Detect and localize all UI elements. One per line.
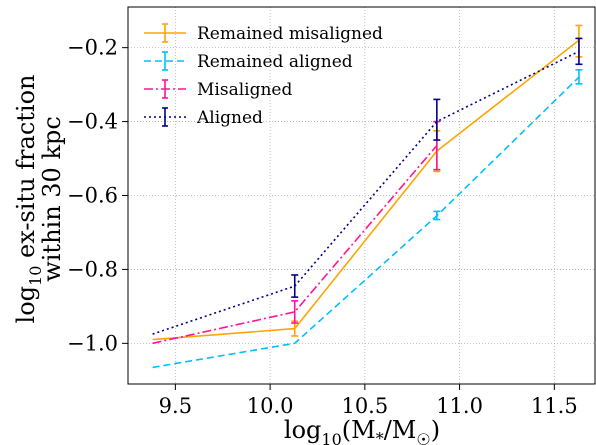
series-4 xyxy=(152,37,583,335)
x-tick-label: 9.5 xyxy=(159,394,192,418)
svg-text:log10 ex-situ fraction: log10 ex-situ fraction xyxy=(12,75,45,324)
x-tick-label: 11.0 xyxy=(436,394,483,418)
x-tick-label: 11.5 xyxy=(531,394,578,418)
legend-label: Misaligned xyxy=(197,80,292,100)
legend-label: Aligned xyxy=(196,108,263,128)
axis-ticks: 9.5 10.0 10.5 11.0 11.5 −1.0 −0.8 −0.6 −0.4 −0.2 xyxy=(67,36,578,418)
legend: Remained misaligned Remained aligned Misal… xyxy=(144,23,383,128)
legend-entry-3: Misaligned xyxy=(144,79,292,100)
legend-label: Remained misaligned xyxy=(197,24,383,44)
series-2 xyxy=(152,69,583,369)
grid-lines xyxy=(128,7,596,384)
svg-text:within 30 kpc: within 30 kpc xyxy=(38,116,66,282)
legend-entry-2: Remained aligned xyxy=(144,51,353,72)
x-tick-label: 10.5 xyxy=(341,394,388,418)
series-line xyxy=(152,145,438,345)
y-axis-label: log10 ex-situ fraction within 30 kpc xyxy=(12,75,66,324)
series-layer xyxy=(152,24,583,369)
y-tick-label: −1.0 xyxy=(67,331,118,355)
y-tick-label: −0.4 xyxy=(67,110,118,134)
x-axis-label: log10(M*/M☉) xyxy=(284,416,440,445)
y-tick-label: −0.8 xyxy=(67,257,118,281)
legend-entry-1: Remained misaligned xyxy=(144,23,383,44)
series-3 xyxy=(152,120,441,345)
y-tick-label: −0.2 xyxy=(67,36,118,60)
y-tick-label: −0.6 xyxy=(67,184,118,208)
x-tick-label: 10.0 xyxy=(247,394,294,418)
series-line xyxy=(152,50,580,335)
series-1 xyxy=(152,24,583,341)
legend-entry-4: Aligned xyxy=(144,107,263,128)
series-line xyxy=(152,76,580,369)
legend-label: Remained aligned xyxy=(197,52,353,72)
series-line xyxy=(152,39,580,341)
